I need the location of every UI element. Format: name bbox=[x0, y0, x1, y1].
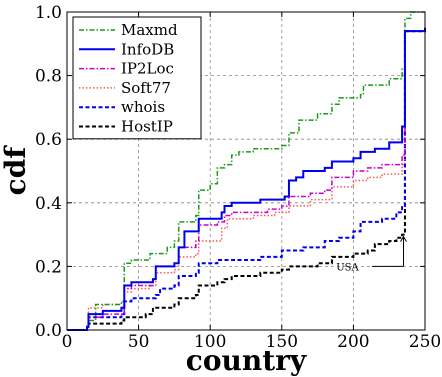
legend-label-maxmd: Maxmd bbox=[121, 21, 178, 39]
series-layer bbox=[67, 11, 426, 331]
y-tick-label: 0.2 bbox=[35, 257, 62, 277]
x-tick-label: 150 bbox=[266, 332, 298, 352]
legend-label-infodb: InfoDB bbox=[121, 40, 174, 58]
series-line-ip2loc bbox=[67, 27, 426, 331]
y-tick-label: 0.8 bbox=[35, 67, 62, 87]
x-tick-label: 200 bbox=[337, 332, 369, 352]
series-line-infodb bbox=[67, 27, 426, 331]
legend-label-hostip: HostIP bbox=[121, 118, 173, 136]
series-line-maxmd bbox=[67, 11, 425, 331]
x-tick-label: 100 bbox=[194, 332, 226, 352]
y-tick-label: 0.4 bbox=[35, 194, 62, 214]
tick-layer: 0 50 100 150 200 250 0.0 0.2 0.4 0.6 0.8 1.0 bbox=[35, 3, 441, 352]
y-tick-label: 0.6 bbox=[35, 130, 62, 150]
x-axis-label: country bbox=[186, 344, 307, 377]
x-tick-label: 50 bbox=[128, 332, 150, 352]
x-tick-label: 250 bbox=[409, 332, 441, 352]
legend-label-ip2loc: IP2Loc bbox=[121, 60, 174, 78]
annotation-label: USA bbox=[336, 262, 359, 273]
legend-box bbox=[72, 16, 202, 140]
x-tick-label: 0 bbox=[62, 332, 73, 352]
plot-frame bbox=[66, 11, 426, 331]
grid bbox=[67, 12, 425, 330]
annotation-arrowhead bbox=[400, 235, 407, 242]
legend-label-whois: whois bbox=[121, 98, 165, 116]
y-tick-label: 1.0 bbox=[35, 3, 62, 23]
y-tick-label: 0.0 bbox=[35, 321, 62, 341]
legend-label-soft77: Soft77 bbox=[121, 79, 171, 97]
annotation: USA bbox=[336, 235, 407, 273]
y-axis-label: cdf bbox=[0, 145, 32, 196]
